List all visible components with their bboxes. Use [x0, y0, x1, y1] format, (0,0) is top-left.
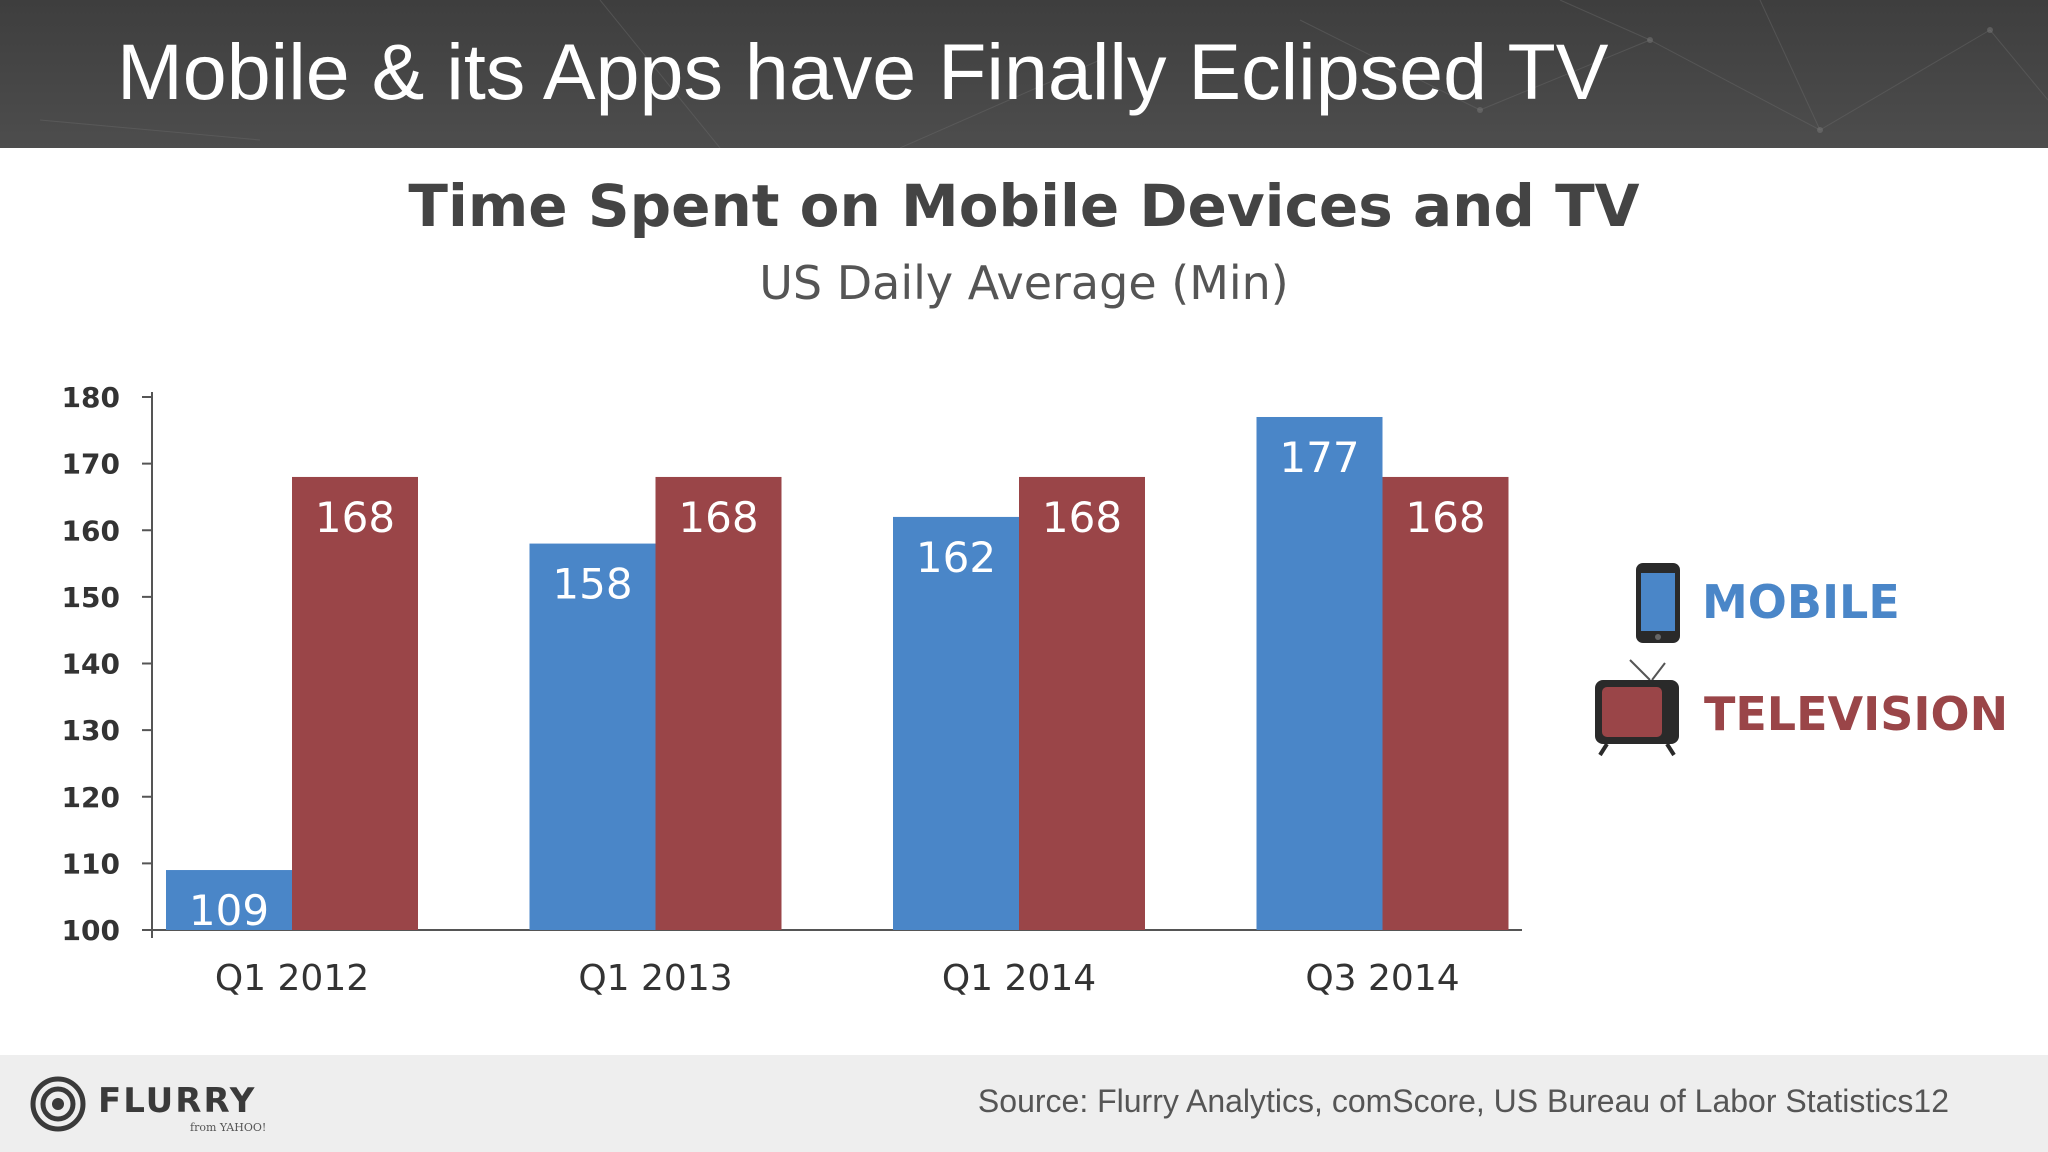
y-tick-label: 160: [62, 514, 120, 547]
time-spent-chart: Time Spent on Mobile Devices and TV US D…: [62, 172, 2009, 999]
tv-icon: [1595, 659, 1679, 757]
data-label: 168: [678, 493, 758, 542]
flurry-logo-icon: [30, 1076, 86, 1132]
bar-television-q3-2014: [1382, 476, 1509, 930]
bar-television-q1-2013: [655, 476, 782, 930]
x-tick-label: Q3 2014: [1305, 958, 1459, 999]
x-tick-label: Q1 2014: [942, 958, 1096, 999]
chart-subtitle: US Daily Average (Min): [759, 256, 1289, 310]
x-tick-label: Q1 2013: [578, 958, 732, 999]
plot-area: 100 110 120 130 140 150 160 170 180 109 168 Q1 2012…: [62, 381, 1522, 999]
flurry-logo-text: FLURRY: [98, 1081, 257, 1121]
chart-legend: MOBILE TELEVISION: [1595, 563, 2008, 757]
bar-television-q1-2012: [292, 476, 418, 930]
bar-television-q1-2014: [1019, 476, 1145, 930]
data-label: 168: [1042, 493, 1122, 542]
slide-title: Mobile & its Apps have Finally Eclipsed …: [117, 27, 1609, 116]
chart-title: Time Spent on Mobile Devices and TV: [408, 172, 1639, 240]
bar-mobile-q1-2013: [529, 543, 656, 930]
y-tick-label: 130: [62, 714, 120, 747]
legend-label-television: TELEVISION: [1704, 687, 2008, 741]
y-tick-label: 180: [62, 381, 120, 414]
data-label: 177: [1279, 433, 1359, 482]
slide-header: Mobile & its Apps have Finally Eclipsed …: [0, 0, 2048, 148]
bar-mobile-q3-2014: [1256, 416, 1383, 930]
y-tick-label: 110: [62, 847, 120, 880]
flurry-logo: FLURRY from YAHOO!: [30, 1075, 280, 1137]
source-citation: Source: Flurry Analytics, comScore, US B…: [977, 1083, 1949, 1119]
flurry-logo-subtext: from YAHOO!: [190, 1121, 267, 1134]
data-label: 162: [916, 533, 996, 582]
y-tick-label: 170: [62, 448, 120, 481]
y-tick-label: 120: [62, 781, 120, 814]
x-tick-label: Q1 2012: [215, 958, 369, 999]
data-label: 168: [1405, 493, 1485, 542]
data-label: 109: [189, 886, 269, 935]
network-background-pattern: [39, 0, 2048, 148]
bar-mobile-q1-2014: [893, 516, 1019, 930]
legend-label-mobile: MOBILE: [1702, 575, 1900, 629]
y-tick-label: 100: [62, 914, 120, 947]
phone-icon: [1636, 563, 1680, 643]
data-label: 168: [315, 493, 395, 542]
slide-footer: FLURRY from YAHOO! Source: Flurry Analyt…: [0, 1055, 2048, 1152]
bar-mobile-q1-2012: [166, 870, 292, 930]
y-tick-label: 140: [62, 648, 120, 681]
y-tick-label: 150: [62, 581, 120, 614]
data-label: 158: [552, 560, 632, 609]
